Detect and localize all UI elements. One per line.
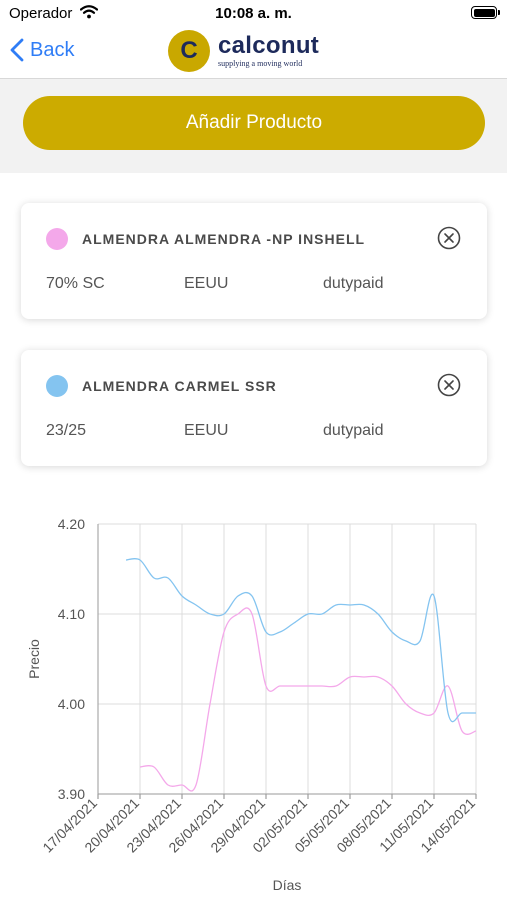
- calconut-logo: C calconut supplying a moving world: [168, 30, 319, 72]
- product-name: ALMENDRA CARMEL SSR: [82, 378, 277, 394]
- carrier-label: Operador: [9, 5, 73, 22]
- product-card: ALMENDRA ALMENDRA -NP INSHELL 70% SC EEU…: [21, 203, 487, 319]
- product-condition: dutypaid: [323, 422, 384, 439]
- add-product-button[interactable]: Añadir Producto: [23, 96, 485, 150]
- product-card: ALMENDRA CARMEL SSR 23/25 EEUU dutypaid: [21, 350, 487, 466]
- price-series-line: [139, 607, 477, 792]
- chevron-left-icon: [10, 38, 24, 62]
- product-grade: 23/25: [46, 422, 87, 439]
- status-bar: Operador 10:08 a. m.: [0, 0, 507, 28]
- product-color-dot: [46, 228, 68, 250]
- wifi-icon: [80, 5, 98, 19]
- product-grade: 70% SC: [46, 275, 105, 292]
- y-tick-label: 3.90: [58, 786, 85, 802]
- back-button[interactable]: Back: [10, 38, 74, 62]
- battery-icon: [471, 6, 500, 19]
- x-axis-title: Días: [273, 877, 302, 893]
- remove-product-icon[interactable]: [437, 373, 461, 397]
- product-condition: dutypaid: [323, 275, 384, 292]
- y-tick-label: 4.20: [58, 516, 85, 532]
- y-tick-label: 4.00: [58, 696, 85, 712]
- action-band: Añadir Producto: [0, 79, 507, 173]
- product-origin: EEUU: [184, 275, 229, 292]
- product-origin: EEUU: [184, 422, 229, 439]
- back-label: Back: [30, 38, 75, 61]
- y-axis-title: Precio: [26, 639, 42, 679]
- remove-product-icon[interactable]: [437, 226, 461, 250]
- navigation-bar: Back C calconut supplying a moving world: [0, 28, 507, 79]
- product-color-dot: [46, 375, 68, 397]
- price-chart: 3.904.004.104.2017/04/202120/04/202123/0…: [26, 516, 478, 893]
- logo-tagline: supplying a moving world: [218, 59, 303, 68]
- clock: 10:08 a. m.: [215, 5, 292, 22]
- y-tick-label: 4.10: [58, 606, 85, 622]
- logo-mark: C: [168, 30, 210, 72]
- price-series-line: [125, 558, 476, 723]
- logo-brand: calconut: [218, 32, 320, 59]
- product-name: ALMENDRA ALMENDRA -NP INSHELL: [82, 231, 366, 247]
